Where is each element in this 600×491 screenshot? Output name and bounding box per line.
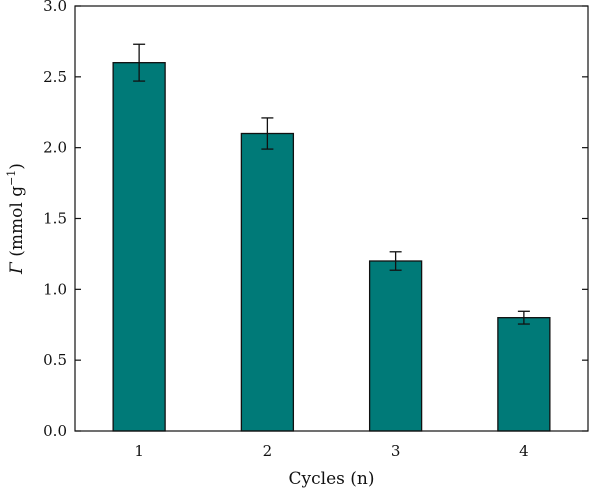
y-axis-unit-close: ) xyxy=(7,163,27,170)
y-axis-title: Γ (mmol g−1) xyxy=(5,163,27,275)
x-tick-label: 4 xyxy=(519,442,529,460)
bar-series xyxy=(112,62,551,432)
bar xyxy=(497,317,551,432)
y-tick-label: 3.0 xyxy=(43,0,67,15)
y-tick-label: 2.0 xyxy=(43,139,67,157)
y-axis-unit-exponent: −1 xyxy=(5,170,18,186)
x-axis-ticks: 1 2 3 4 xyxy=(134,425,529,460)
error-bars xyxy=(133,43,530,325)
bar xyxy=(240,132,295,432)
x-tick-label: 2 xyxy=(263,442,273,460)
plot-frame xyxy=(74,5,589,432)
y-axis-symbol: Γ xyxy=(7,261,27,275)
y-tick-label: 2.5 xyxy=(43,68,67,86)
x-axis-title: Cycles (n) xyxy=(289,469,375,489)
x-tick-label: 1 xyxy=(134,442,144,460)
y-axis-unit: (mmol g xyxy=(7,186,27,262)
x-tick-label: 3 xyxy=(391,442,401,460)
y-tick-label: 0.5 xyxy=(43,351,67,369)
y-tick-label: 0.0 xyxy=(43,422,67,440)
y-tick-label: 1.0 xyxy=(43,280,67,298)
y-tick-label: 1.5 xyxy=(43,210,67,228)
bar xyxy=(368,260,423,432)
bar xyxy=(112,62,166,432)
